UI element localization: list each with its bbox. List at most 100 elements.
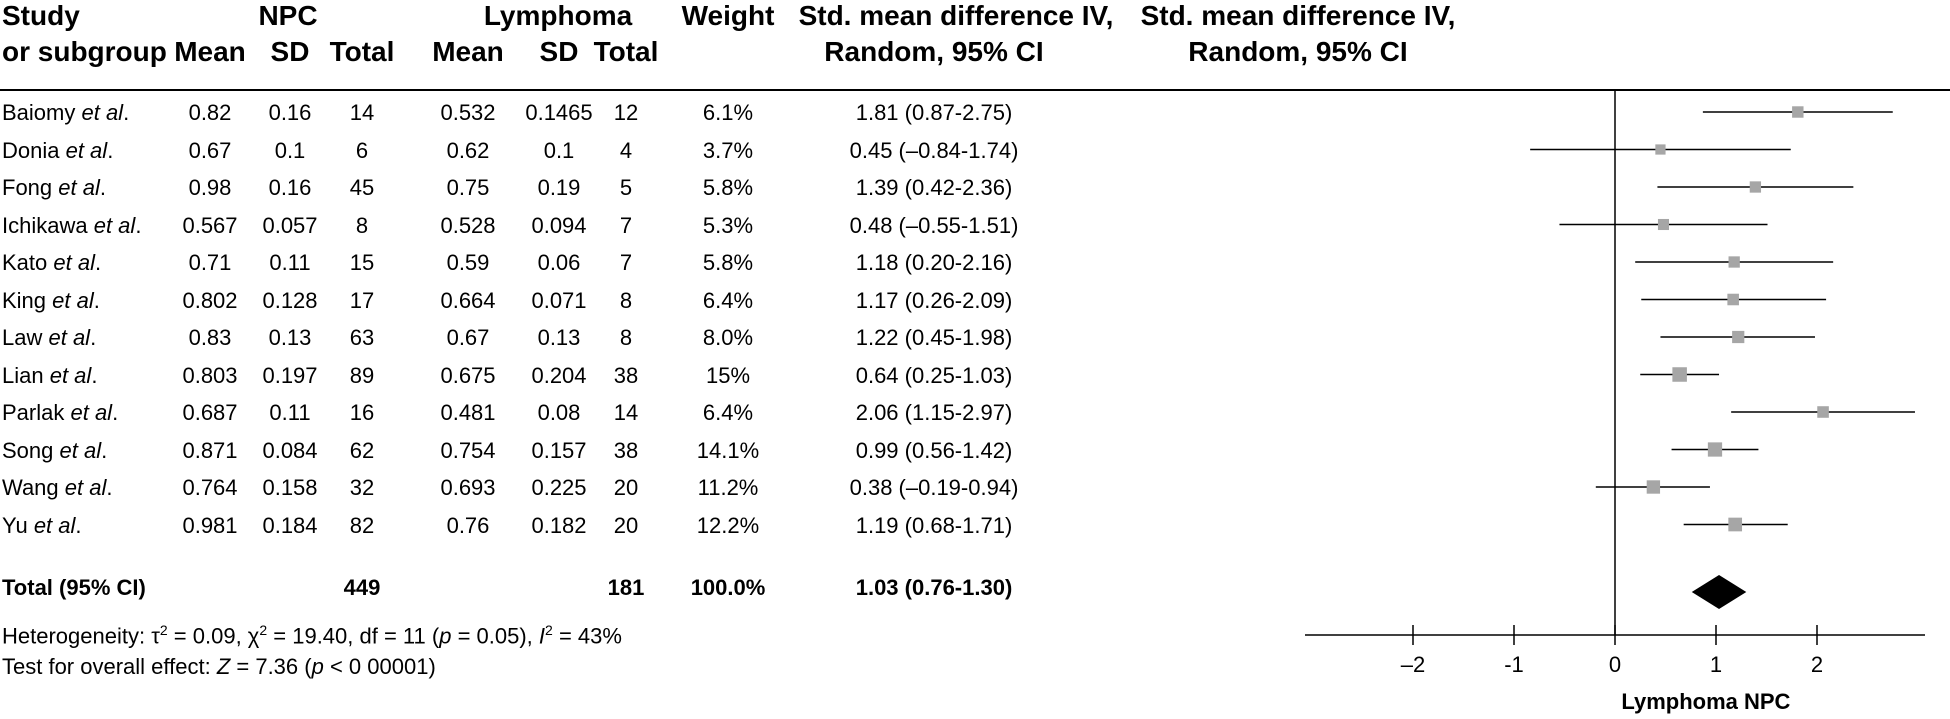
- header-divider: [0, 89, 1950, 91]
- cell-lym-sd: 0.1: [543, 137, 575, 163]
- cell-weight: 5.3%: [702, 212, 754, 238]
- study-etal: et al: [93, 212, 136, 238]
- cell-npc-total: 15: [349, 250, 375, 275]
- cell-npc-sd: 0.11: [269, 400, 311, 425]
- cell-lym-mean: 0.693: [440, 475, 496, 500]
- study-dot: .: [94, 250, 102, 275]
- study-etal: et al: [58, 175, 100, 200]
- cell-npc-sd: 0.057: [262, 212, 318, 238]
- study-marker: [1646, 480, 1661, 494]
- cell-lym-total: 20: [613, 512, 639, 538]
- x-tick-label: 1: [1710, 652, 1722, 677]
- cell-ci-text: 1.22 (0.45-1.98): [855, 325, 1013, 350]
- cell-npc-mean: 0.803: [182, 362, 238, 388]
- cell-npc-mean: 0.764: [182, 475, 238, 500]
- cell-lym-total: 38: [613, 437, 639, 463]
- study-etal: et al: [49, 362, 92, 388]
- total-lymphoma: 181: [607, 575, 645, 600]
- study-dot: .: [99, 175, 106, 200]
- cell-lym-sd: 0.204: [531, 362, 587, 388]
- study-author: Kato: [2, 250, 54, 275]
- study-author: Wang: [2, 475, 65, 500]
- cell-npc-total: 14: [349, 100, 375, 125]
- cell-npc-total: 32: [349, 475, 375, 500]
- cell-ci-text: 2.06 (1.15-2.97): [855, 400, 1013, 425]
- study-name: Donia et al.: [2, 138, 113, 164]
- cell-lym-total: 20: [613, 475, 639, 500]
- cell-npc-total: 8: [355, 212, 369, 238]
- study-dot: .: [90, 325, 97, 350]
- cell-lym-total: 7: [619, 250, 633, 275]
- cell-lym-total: 8: [619, 325, 633, 350]
- cell-lym-mean: 0.528: [440, 212, 496, 238]
- cell-npc-sd: 0.1: [274, 137, 306, 163]
- study-name: Ichikawa et al.: [2, 213, 141, 239]
- cell-ci-text: 1.19 (0.68-1.71): [855, 512, 1013, 538]
- study-author: Donia: [2, 137, 66, 163]
- cell-lym-sd: 0.1465: [525, 100, 593, 125]
- study-etal: et al: [81, 100, 124, 125]
- study-author: Law: [2, 325, 49, 350]
- cell-weight: 12.2%: [696, 512, 760, 538]
- cell-lym-sd: 0.071: [531, 287, 587, 313]
- study-etal: et al: [64, 475, 107, 500]
- study-etal: et al: [70, 400, 113, 425]
- cell-npc-total: 45: [349, 175, 375, 200]
- study-etal: et al: [53, 250, 95, 275]
- cell-npc-total: 82: [349, 512, 375, 538]
- cell-lym-total: 4: [619, 137, 633, 163]
- study-author: Fong: [2, 175, 59, 200]
- header-plot-line1: Std. mean difference IV,: [1140, 0, 1456, 31]
- study-marker: [1728, 517, 1743, 532]
- total-weight: 100.0%: [690, 575, 766, 600]
- header-npc-total: Total: [329, 36, 395, 67]
- x-tick-label: 0: [1609, 652, 1621, 677]
- study-dot: .: [75, 512, 82, 538]
- cell-lym-sd: 0.157: [531, 437, 587, 463]
- header-npc: NPC: [258, 0, 318, 31]
- cell-lym-mean: 0.67: [446, 325, 490, 350]
- study-marker: [1728, 256, 1740, 268]
- study-author: Baiomy: [2, 100, 82, 125]
- header-lymphoma: Lymphoma: [483, 0, 633, 31]
- study-marker: [1792, 106, 1804, 118]
- cell-npc-mean: 0.981: [182, 512, 238, 538]
- study-author: Yu: [2, 512, 34, 538]
- cell-lym-total: 8: [619, 287, 633, 313]
- cell-weight: 11.2%: [697, 475, 759, 500]
- header-plot-line2: Random, 95% CI: [1188, 36, 1408, 67]
- cell-lym-mean: 0.754: [440, 437, 496, 463]
- cell-ci-text: 1.81 (0.87-2.75): [855, 100, 1013, 125]
- study-dot: .: [123, 100, 130, 125]
- x-axis-label: Lymphoma NPC: [1621, 689, 1790, 714]
- study-author: Lian: [2, 362, 50, 388]
- study-name: Wang et al.: [2, 475, 113, 501]
- cell-ci-text: 0.45 (–0.84-1.74): [849, 137, 1019, 163]
- cell-lym-sd: 0.094: [531, 212, 587, 238]
- header-study: Study: [2, 0, 80, 31]
- study-etal: et al: [59, 437, 102, 463]
- x-tick-label: –2: [1401, 652, 1425, 677]
- study-author: King: [2, 287, 53, 313]
- study-etal: et al: [65, 137, 108, 163]
- study-dot: .: [106, 475, 113, 500]
- cell-npc-mean: 0.687: [182, 400, 238, 425]
- cell-ci-text: 0.64 (0.25-1.03): [855, 362, 1013, 388]
- study-marker: [1707, 442, 1723, 457]
- cell-weight: 14.1%: [696, 437, 760, 463]
- cell-ci-text: 1.18 (0.20-2.16): [855, 250, 1013, 275]
- cell-weight: 8.0%: [702, 325, 754, 350]
- header-subgroup: or subgroup: [2, 36, 167, 67]
- cell-npc-sd: 0.16: [268, 175, 312, 200]
- total-label: Total (95% CI): [2, 575, 146, 600]
- study-author: Song: [2, 437, 60, 463]
- cell-lym-mean: 0.76: [446, 512, 490, 538]
- study-author: Ichikawa: [2, 212, 94, 238]
- x-tick-label: -1: [1504, 652, 1524, 677]
- study-etal: et al: [33, 512, 76, 538]
- study-marker: [1817, 406, 1829, 418]
- cell-npc-total: 63: [349, 325, 375, 350]
- x-tick-label: 2: [1811, 652, 1823, 677]
- cell-lym-total: 7: [619, 212, 633, 238]
